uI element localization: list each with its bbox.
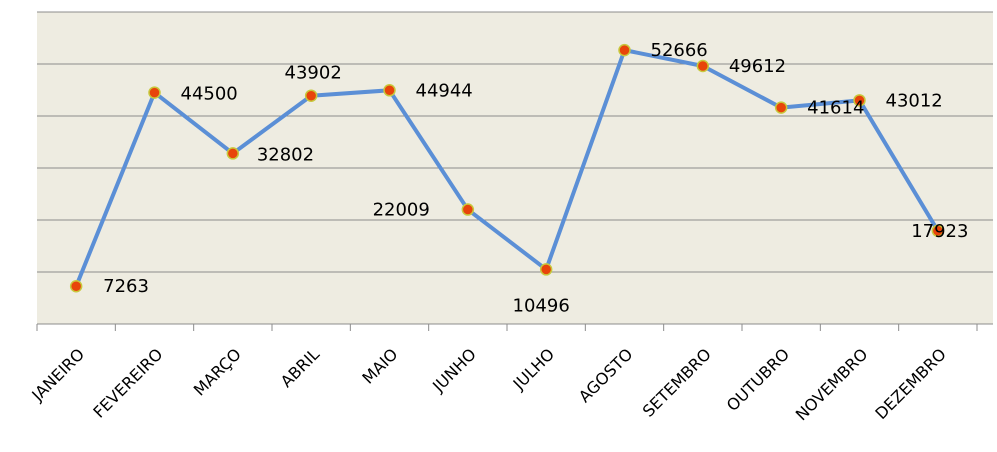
data-label: 41614 [807, 98, 864, 119]
data-label: 43902 [285, 63, 342, 84]
data-label: 22009 [373, 200, 430, 221]
marker [539, 263, 553, 276]
x-tick-label: AGOSTO [575, 345, 637, 407]
data-label: 32802 [257, 144, 314, 165]
marker [853, 94, 866, 107]
data-label: 10496 [513, 295, 570, 316]
x-tick-label: JUNHO [428, 345, 480, 397]
x-tick-label: JANEIRO [27, 345, 88, 406]
x-tick-label: OUTUBRO [723, 345, 793, 415]
x-tick-label: ABRIL [277, 345, 323, 391]
marker [774, 101, 788, 114]
data-label: 44944 [416, 80, 473, 101]
marker [226, 147, 240, 160]
marker [148, 86, 161, 99]
marker [461, 203, 475, 216]
data-label: 43012 [886, 90, 943, 111]
x-tick-label: JULHO [509, 345, 558, 394]
x-tick-label: MARÇO [190, 345, 245, 400]
data-label: 17923 [911, 221, 968, 242]
data-label: 7263 [103, 276, 149, 297]
x-tick-label: FEVEREIRO [89, 345, 166, 422]
data-label: 52666 [651, 40, 708, 61]
line [74, 48, 940, 287]
marker [696, 59, 710, 73]
data-label: 49612 [729, 56, 786, 77]
marker [69, 279, 83, 293]
x-tick-label: SETEMBRO [639, 345, 715, 421]
marker [931, 224, 945, 238]
marker [618, 43, 631, 57]
marker [304, 89, 318, 102]
x-tick-label: DEZEMBRO [871, 345, 949, 423]
data-label: 44500 [181, 84, 238, 105]
x-tick-label: NOVEMBRO [792, 345, 872, 425]
marker [383, 84, 396, 97]
x-tick-label: MAIO [358, 345, 401, 388]
